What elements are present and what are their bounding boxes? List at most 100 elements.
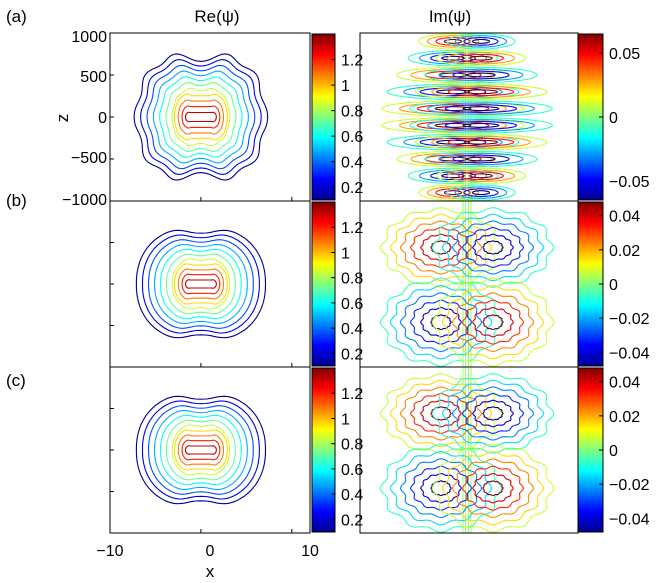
im-panel [359,200,579,368]
im-contour-line [452,154,510,164]
re-colorbar: 1.2 1 0.8 0.6 0.4 0.2 [311,201,363,367]
re-panel [109,200,311,368]
im-contour-line [386,83,520,100]
im-contour-line [430,171,476,181]
im-contour-line [409,117,553,134]
re-contour-line [133,53,269,181]
re-colorbar-tick-label: 1 [341,245,350,262]
re-colorbar-tick-label: 1.2 [341,220,363,237]
re-contour-line [177,99,225,135]
re-contour-line [165,82,237,152]
im-colorbar-tick-label: 0 [609,443,618,460]
im-contour-line [381,100,525,117]
im-colorbar-tick-label: 0 [609,277,618,294]
x-tick-label: 10 [301,543,319,560]
im-contour-line [441,213,545,282]
im-contour-line [464,139,498,145]
im-contour-line [424,150,538,168]
re-colorbar: 1.2 1 0.8 0.6 0.4 0.2 [311,33,363,201]
im-contour-line [472,399,514,428]
re-colorbar-fill [311,367,336,533]
im-contour-line [482,240,504,255]
im-contour-line [379,443,503,533]
im-contour-line [462,106,500,112]
im-contour-line [399,220,483,275]
im-contour-line [462,226,525,268]
col-title-re: Re(ψ) [194,7,239,26]
im-contour-line [410,465,472,511]
im-colorbar-tick-label: −0.02 [609,311,650,328]
im-contour-line [430,314,452,331]
im-contour-line [447,137,515,147]
im-contour-line [466,72,496,78]
im-contour-line [436,139,470,145]
im-colorbar-fill [577,33,604,201]
re-colorbar-tick-label: 0.4 [341,155,363,172]
im-contour-line [447,87,515,97]
im-contour-line [379,207,503,288]
re-contour-line [159,414,242,486]
im-contour-line [454,186,508,199]
row-label-b: (b) [6,191,27,210]
im-contour-line [420,306,462,338]
im-contour-line [451,292,535,353]
re-panel-frame [109,366,311,534]
im-contour-line [420,399,462,428]
z-tick-labels: 1000 500 0 −500 −1000 [62,29,107,209]
im-contour-line [409,100,553,117]
im-contour-line [403,135,503,149]
im-contour-line [464,89,498,95]
im-contour-line [410,392,472,434]
re-contour-line [147,239,254,329]
re-contour-line [173,263,228,305]
im-contour-line [410,152,496,166]
im-contour-line [399,292,483,353]
im-contour-line [451,386,535,441]
im-colorbar-tick-label: 0.04 [609,375,640,392]
im-contour-line [399,386,483,441]
x-tick-label: −10 [96,543,123,560]
im-contour-line [434,106,472,112]
im-contour-line [418,33,488,50]
re-colorbar: 1.2 1 0.8 0.6 0.4 0.2 [311,367,363,533]
re-contour-line [177,434,224,466]
im-contour-line [379,373,503,454]
re-colorbar-tick-label: 1 [341,78,350,95]
re-contour-line [147,405,254,495]
im-contour-line [420,472,462,504]
im-contour-line [407,167,499,184]
im-contour-line [435,37,471,46]
im-contour-line [424,66,538,84]
re-contour-line [173,429,228,471]
re-contour-line [181,105,221,129]
im-contour-line [431,443,555,533]
im-contour-line [386,134,520,151]
re-contour-line [181,273,221,295]
im-contour-line [414,134,548,151]
im-contour-line [430,53,476,63]
im-contour-line [403,85,503,99]
im-contour-line [441,284,545,360]
im-contour-line [472,472,514,504]
re-contour-line [165,253,236,315]
im-contour-line [438,68,524,82]
im-colorbar: 0.05 0 −0.05 [577,33,650,201]
im-contour-line [419,87,487,97]
re-contour-line [153,243,248,325]
re-colorbar-tick-label: 0.2 [341,512,363,529]
im-contour-line [469,173,493,179]
im-contour-line [407,440,607,536]
im-contour-line [441,55,465,61]
re-colorbar-tick-label: 1.2 [341,53,363,70]
im-contour-line [438,152,524,166]
im-contour-line [452,70,510,80]
re-colorbar-tick-label: 1.2 [341,386,363,403]
im-contour-line [410,226,472,268]
im-contour-line [446,33,516,50]
im-contour-line [396,150,510,168]
z-tick-label: 1000 [71,29,107,46]
im-contour-line [441,379,545,448]
im-contour-line [427,119,535,132]
re-panel-frame [109,32,311,202]
